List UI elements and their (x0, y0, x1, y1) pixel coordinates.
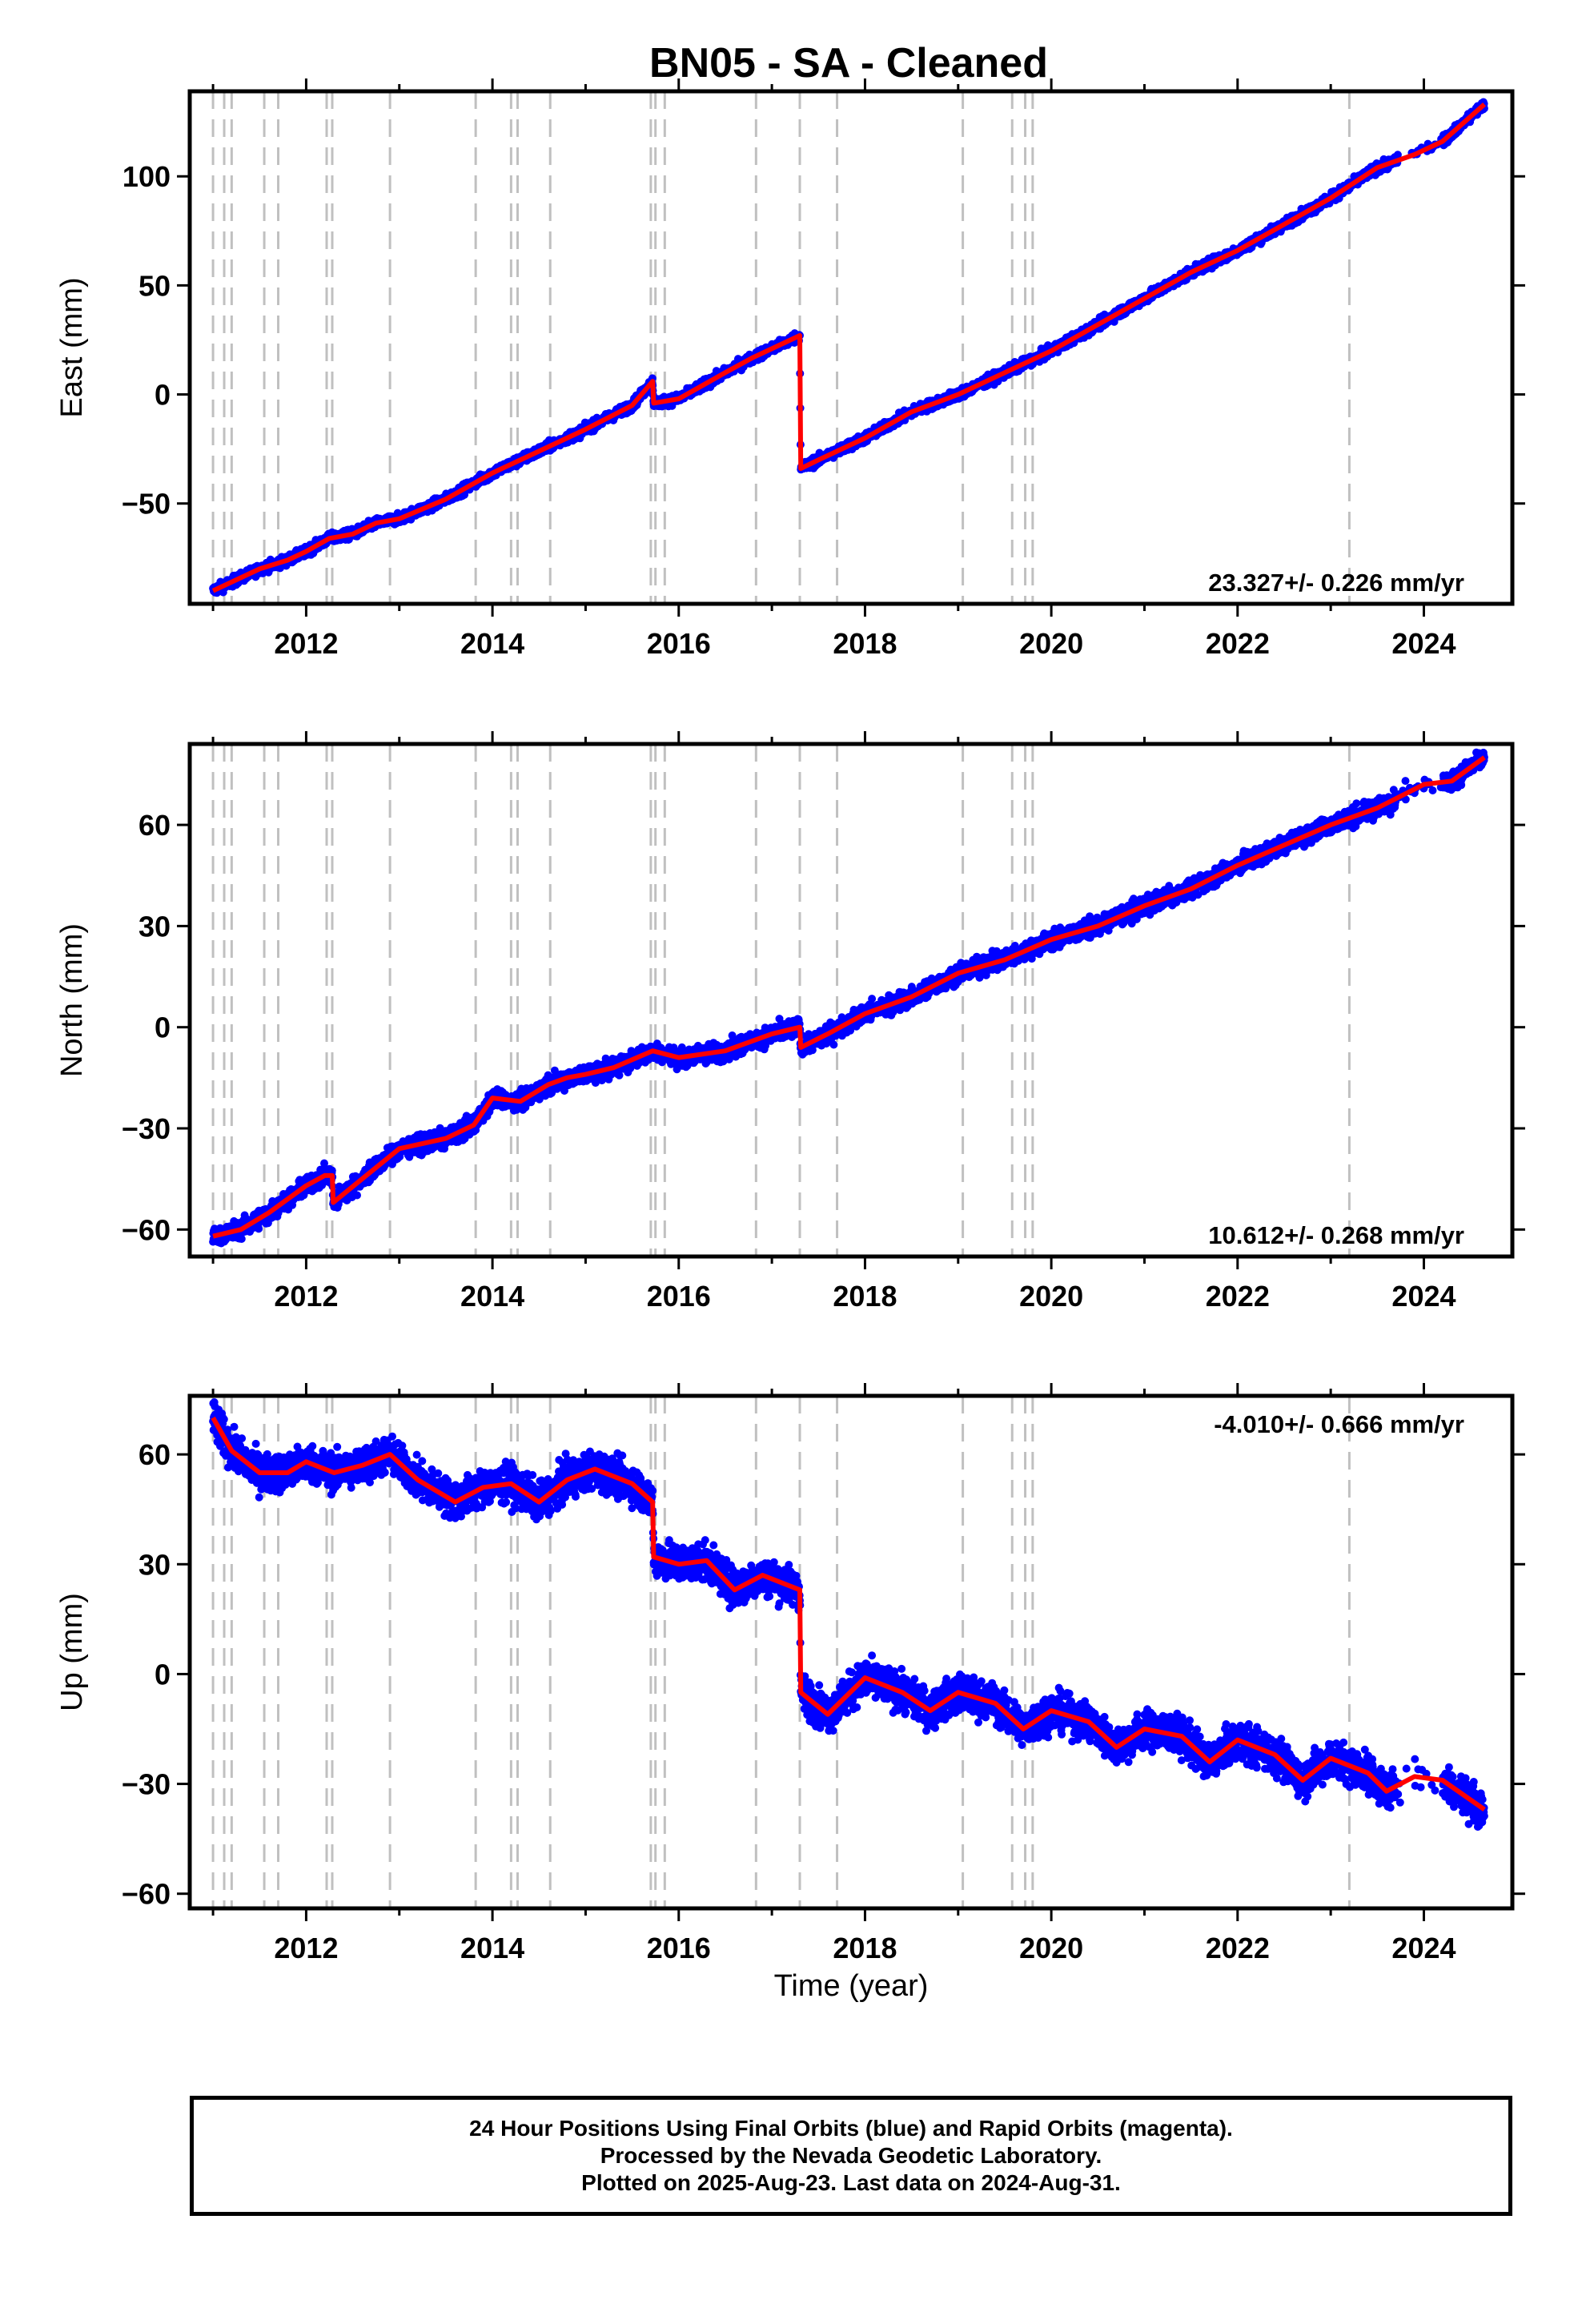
data-point-cloud (209, 748, 1488, 1248)
y-tick-label: −30 (122, 1768, 171, 1801)
x-tick-label: 2018 (833, 1280, 897, 1313)
plot-frame (187, 1393, 1515, 1911)
plot-area (209, 91, 1488, 604)
x-tick-label: 2018 (833, 627, 897, 660)
x-tick-label: 2014 (460, 1280, 524, 1313)
data-point-cloud (209, 1398, 1488, 1831)
x-tick-label: 2016 (647, 1932, 711, 1964)
y-tick-label: 0 (155, 379, 171, 412)
x-tick-label: 2022 (1206, 627, 1270, 660)
y-tick-label: −50 (122, 488, 171, 521)
x-tick-label: 2012 (274, 627, 338, 660)
footer-box: 24 Hour Positions Using Final Orbits (bl… (190, 2096, 1512, 2216)
x-tick-label: 2012 (274, 1932, 338, 1964)
y-tick-label: 60 (139, 809, 171, 842)
north-panel: 2012 2014 2016 2018 2020 2022 2024 −60 −30 0 30 60 N… (55, 731, 1525, 1313)
plot-area (209, 1396, 1488, 1908)
footer-line-2: Processed by the Nevada Geodetic Laborat… (600, 2143, 1102, 2168)
plot-area (209, 744, 1488, 1256)
x-tick-label: 2020 (1019, 627, 1083, 660)
y-axis-label: North (mm) (55, 923, 89, 1077)
y-tick-label: −60 (122, 1878, 171, 1911)
data-points (209, 98, 1488, 597)
fit-line (211, 103, 1487, 593)
fit-line (212, 755, 1486, 1239)
rate-label: 10.612+/- 0.268 mm/yr (1208, 1221, 1464, 1249)
x-tick-label: 2024 (1391, 1932, 1456, 1964)
x-tick-label: 2014 (460, 627, 524, 660)
figure-title: BN05 - SA - Cleaned (649, 40, 1048, 86)
x-tick-label: 2024 (1391, 1280, 1456, 1313)
y-tick-label: 0 (155, 1011, 171, 1044)
x-tick-label: 2018 (833, 1932, 897, 1964)
data-points (209, 748, 1488, 1248)
y-tick-label: −30 (122, 1112, 171, 1145)
x-axis-label: Time (year) (774, 1969, 929, 2003)
y-tick-label: 30 (139, 910, 171, 943)
data-point-cloud (209, 98, 1488, 597)
x-tick-label: 2022 (1206, 1932, 1270, 1964)
x-tick-label: 2020 (1019, 1280, 1083, 1313)
y-tick-label: 30 (139, 1548, 171, 1581)
y-tick-label: 100 (122, 160, 171, 193)
x-tick-label: 2012 (274, 1280, 338, 1313)
x-tick-label: 2024 (1391, 627, 1456, 660)
footer-line-1: 24 Hour Positions Using Final Orbits (bl… (469, 2116, 1233, 2141)
east-panel: 2012 2014 2016 2018 2020 2022 2024 −50 0 50 100 Eas… (55, 78, 1525, 660)
data-points (209, 1398, 1488, 1831)
footer-line-3: Plotted on 2025-Aug-23. Last data on 202… (581, 2170, 1121, 2195)
up-panel: 2012 2014 2016 2018 2020 2022 2024 −60 −30 0 30 60 U… (55, 1383, 1525, 1964)
x-tick-label: 2016 (647, 1280, 711, 1313)
y-tick-label: 60 (139, 1438, 171, 1471)
x-tick-label: 2014 (460, 1932, 524, 1964)
rate-label: -4.010+/- 0.666 mm/yr (1214, 1410, 1464, 1438)
y-axis-label: Up (mm) (55, 1593, 89, 1711)
y-tick-label: 0 (155, 1658, 171, 1691)
plot-frame (187, 89, 1515, 606)
rate-label: 23.327+/- 0.226 mm/yr (1208, 569, 1464, 597)
fit-line (211, 1416, 1486, 1812)
x-tick-label: 2020 (1019, 1932, 1083, 1964)
y-tick-label: 50 (139, 269, 171, 302)
x-tick-label: 2016 (647, 627, 711, 660)
plot-frame (187, 742, 1515, 1259)
y-axis-label: East (mm) (55, 277, 89, 417)
y-tick-label: −60 (122, 1213, 171, 1246)
x-tick-label: 2022 (1206, 1280, 1270, 1313)
